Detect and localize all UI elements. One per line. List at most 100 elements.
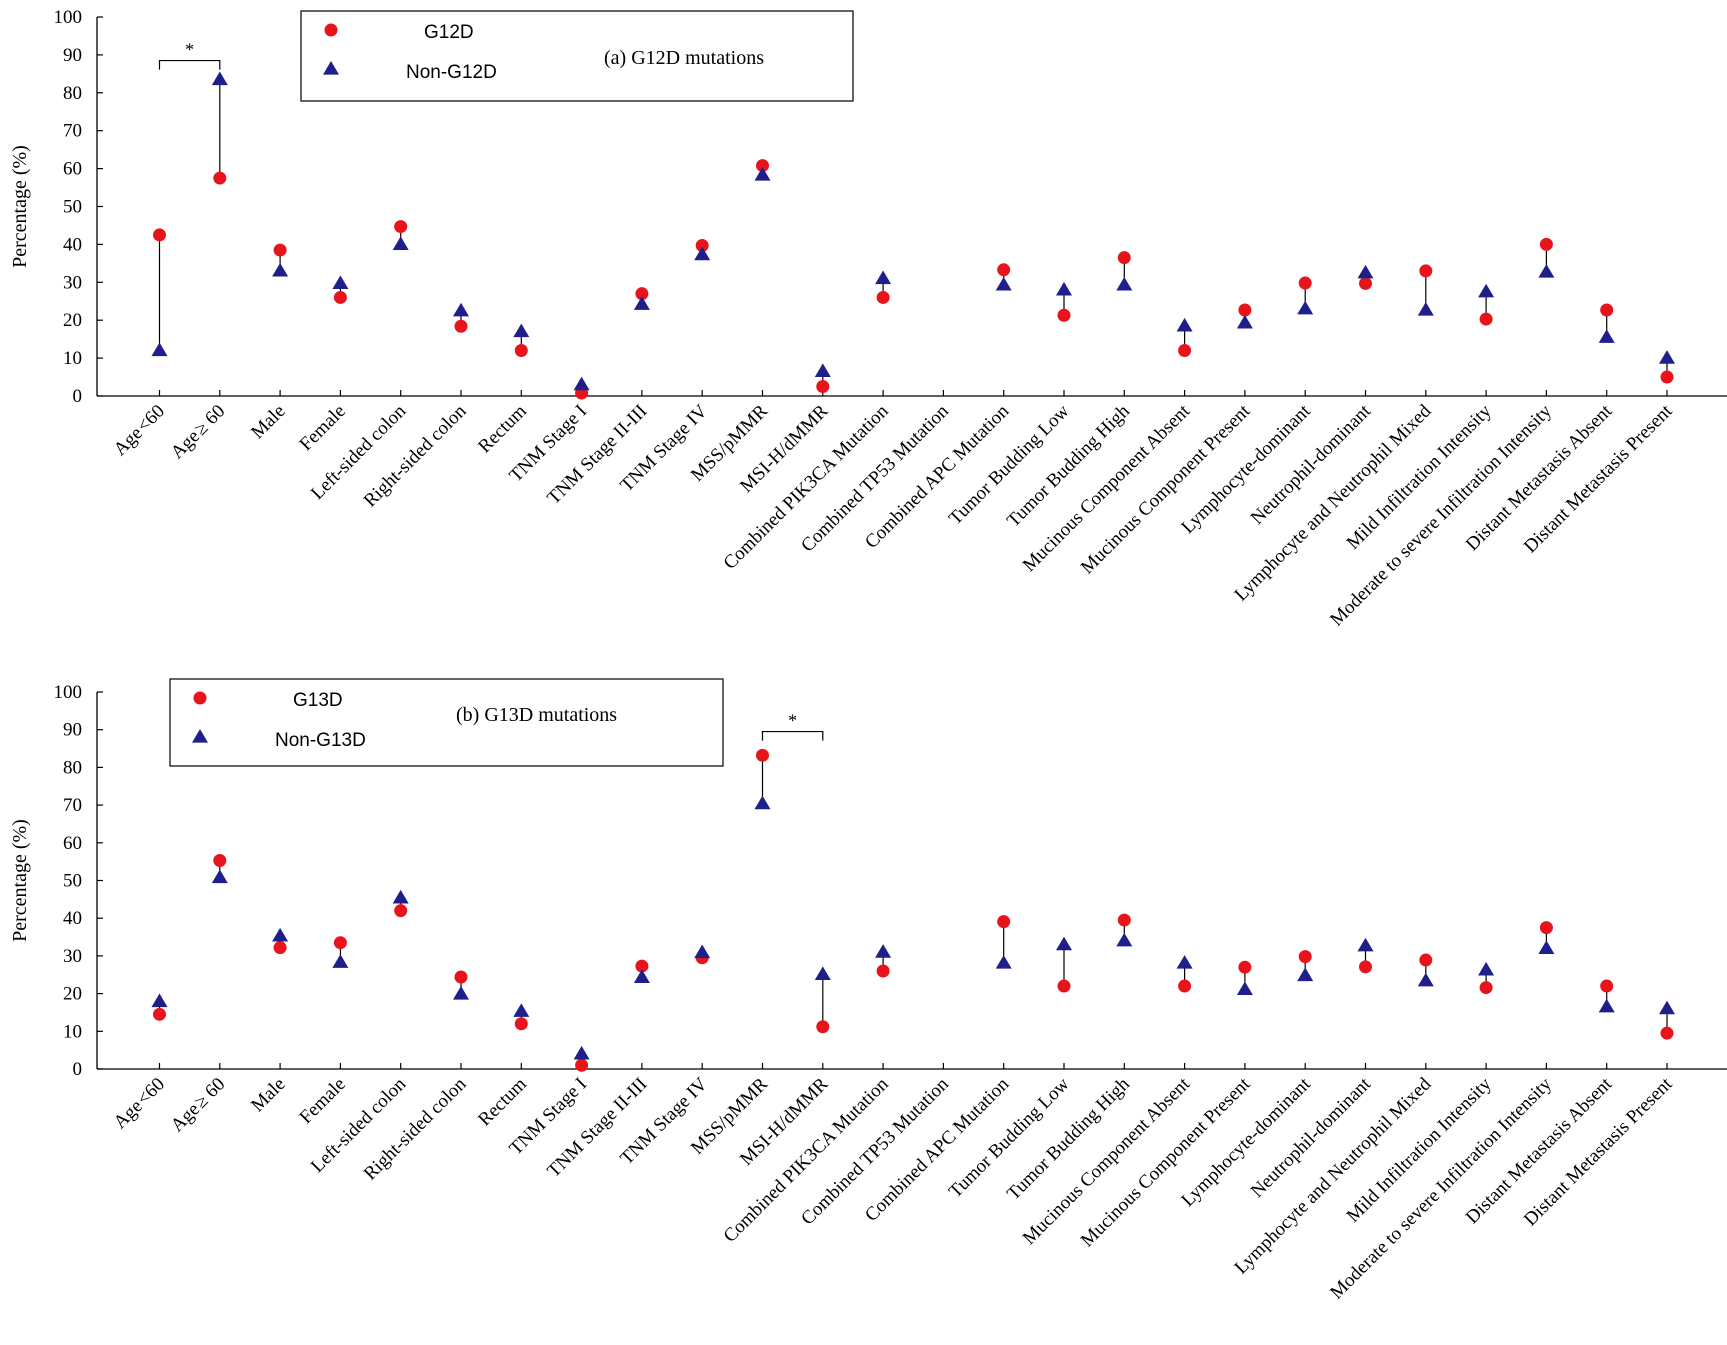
significance-star: * [185, 40, 194, 60]
data-point-triangle [1297, 967, 1314, 982]
x-tick-label: Male [247, 1074, 289, 1116]
data-point-triangle [272, 927, 289, 942]
x-tick-label: Rectum [474, 401, 531, 458]
data-point-circle [213, 171, 227, 185]
data-point-circle [213, 854, 227, 868]
y-tick-label: 80 [63, 757, 82, 778]
y-axis-label: Percentage (%) [9, 145, 31, 268]
data-point-circle [1359, 276, 1372, 290]
data-point-triangle [1176, 955, 1193, 969]
data-point-triangle [1236, 314, 1253, 329]
data-point-circle [1178, 979, 1192, 993]
data-point-triangle [332, 275, 349, 290]
y-tick-label: 60 [63, 159, 82, 180]
data-point-circle [153, 228, 166, 242]
x-tick-label: Male [247, 401, 289, 443]
data-point-triangle [392, 236, 409, 250]
data-point-circle [1117, 913, 1131, 927]
data-point-triangle [1417, 301, 1434, 316]
data-point-circle [454, 319, 468, 333]
data-point-triangle [995, 276, 1012, 291]
data-point-triangle [1659, 350, 1675, 364]
data-point-triangle [995, 955, 1012, 969]
data-point-circle [454, 970, 468, 984]
data-point-circle [635, 959, 649, 973]
data-point-circle [273, 941, 287, 955]
data-point-triangle [513, 323, 530, 338]
legend-circle-icon [324, 23, 338, 37]
data-point-circle [1178, 344, 1192, 358]
data-point-circle [333, 290, 347, 304]
data-point-triangle [272, 262, 289, 277]
legend-label: G12D [424, 22, 474, 43]
data-point-triangle [513, 1003, 530, 1017]
data-point-triangle [453, 985, 469, 1000]
significance-bracket [761, 730, 824, 741]
data-point-circle [1057, 979, 1071, 993]
x-tick-label: Moderate to severe Infiltration Intensit… [1326, 400, 1556, 630]
chart-title: (a) G12D mutations [604, 47, 764, 69]
x-tick-label: Age ≥ 60 [167, 1074, 230, 1137]
x-tick-label: Female [296, 401, 350, 455]
x-tick-label: Right-sided colon [360, 1073, 471, 1184]
chart-panel-a: 0 10 20 30 40 50 60 70 80 90 100 Percentage (%) Age … [9, 7, 1727, 630]
data-point-circle [1238, 960, 1252, 974]
significance-star: * [788, 711, 797, 731]
y-tick-label: 90 [63, 45, 82, 66]
data-point-circle [1057, 308, 1071, 322]
data-point-circle [635, 287, 649, 301]
data-point-circle [1298, 950, 1312, 964]
data-point-circle [1600, 979, 1614, 993]
data-point-triangle [1056, 936, 1072, 951]
legend-label: Non-G12D [406, 62, 497, 83]
data-point-circle [1539, 921, 1553, 935]
y-tick-label: 50 [63, 197, 82, 218]
data-point-triangle [151, 993, 168, 1008]
data-point-circle [1660, 1026, 1674, 1040]
data-point-triangle [211, 869, 228, 884]
legend-box [300, 10, 854, 102]
data-point-triangle [1176, 317, 1193, 332]
data-point-triangle [694, 246, 711, 261]
data-point-triangle [814, 363, 831, 377]
data-point-triangle [332, 954, 349, 968]
y-tick-label: 70 [63, 795, 82, 816]
legend-label: Non-G13D [275, 730, 366, 751]
chart-title: (b) G13D mutations [456, 704, 617, 726]
data-point-triangle [151, 342, 168, 357]
data-point-triangle [754, 167, 771, 181]
x-tick-label: Age ≥ 60 [167, 401, 230, 464]
data-point-circle [394, 904, 408, 918]
y-tick-label: 20 [63, 310, 82, 331]
data-point-circle [816, 1020, 830, 1034]
legend-label: G13D [293, 690, 343, 711]
data-point-triangle [1417, 972, 1434, 987]
data-point-circle [575, 1058, 589, 1072]
data-point-triangle [1478, 961, 1495, 976]
data-point-triangle [573, 1045, 590, 1060]
data-point-circle [514, 344, 528, 358]
data-point-triangle [1116, 276, 1133, 291]
y-tick-label: 50 [63, 871, 82, 892]
data-point-circle [756, 748, 769, 762]
data-point-triangle [875, 944, 892, 958]
chart-panel-b: 0 10 20 30 40 50 60 70 80 90 100 Percentage (%) Age … [9, 678, 1727, 1303]
x-tick-label: Age <60 [110, 1074, 169, 1133]
x-tick-label: Rectum [474, 1074, 531, 1131]
data-point-triangle [754, 795, 771, 810]
data-point-triangle [1598, 329, 1615, 343]
data-point-circle [1238, 303, 1252, 317]
data-point-circle [997, 263, 1011, 277]
legend-triangle-icon [323, 61, 339, 75]
significance-bracket [158, 59, 221, 70]
legend-box [169, 678, 724, 767]
y-tick-label: 10 [63, 348, 82, 369]
y-tick-label: 80 [63, 83, 82, 104]
data-point-circle [1479, 312, 1493, 326]
data-point-circle [1539, 237, 1553, 251]
data-point-circle [1660, 370, 1674, 384]
x-tick-label: Right-sided colon [360, 400, 471, 511]
data-point-triangle [1598, 998, 1615, 1013]
y-tick-label: 40 [63, 234, 82, 255]
